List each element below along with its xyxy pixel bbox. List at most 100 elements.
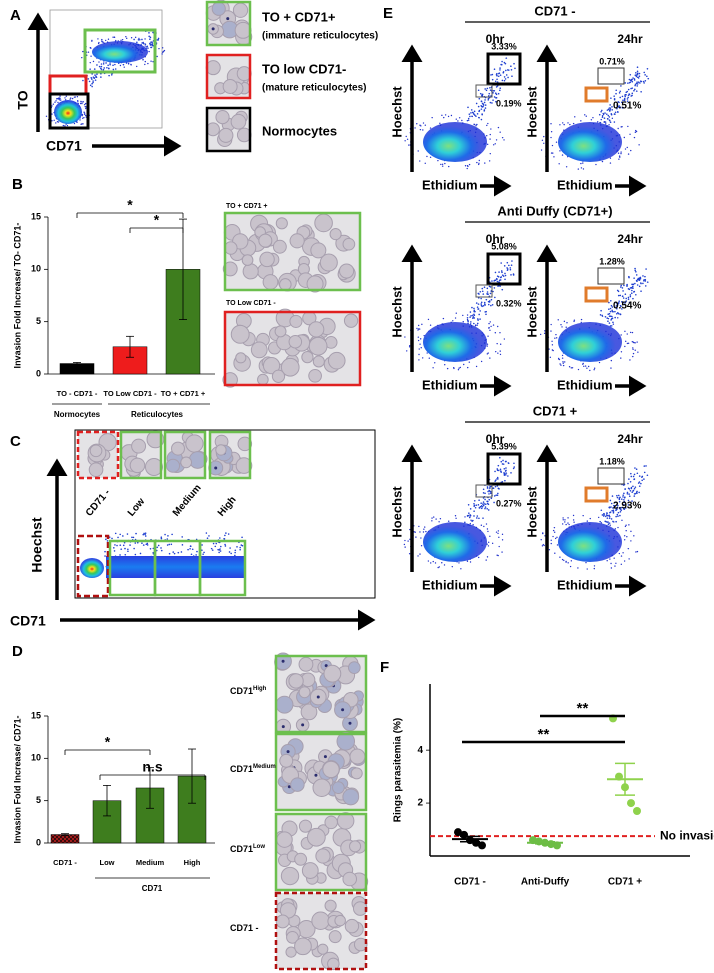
event-dot (485, 523, 488, 525)
event-dot (629, 294, 632, 296)
event-dot (477, 504, 480, 506)
event-dot (617, 526, 619, 529)
event-dot (632, 355, 634, 358)
event-dot (495, 100, 497, 103)
event-dot (84, 113, 86, 116)
event-dot (126, 37, 128, 40)
event-dot (570, 367, 572, 369)
event-dot (92, 60, 95, 63)
event-dot (420, 537, 422, 539)
event-dot (203, 551, 205, 554)
event-dot (482, 517, 484, 519)
event-dot (441, 114, 443, 117)
event-dot (100, 68, 103, 70)
y-tick-label: 0 (36, 368, 41, 378)
event-dot (504, 62, 507, 65)
micrograph (205, 0, 253, 47)
y-tick-label: 15 (31, 710, 41, 720)
event-dot (418, 328, 421, 330)
event-dot (114, 68, 117, 70)
event-dot (617, 152, 620, 154)
event-dot (149, 38, 151, 40)
cell (334, 914, 346, 927)
event-dot (617, 127, 619, 130)
event-dot (611, 109, 614, 111)
event-dot (168, 552, 171, 555)
event-dot (638, 72, 641, 75)
event-dot (582, 168, 585, 170)
event-dot (97, 38, 99, 40)
cell (235, 457, 253, 474)
event-dot (119, 64, 122, 67)
event-dot (498, 488, 500, 490)
event-dot (646, 75, 648, 78)
event-dot (82, 79, 84, 82)
event-dot (514, 67, 516, 70)
event-dot (624, 525, 627, 528)
event-dot (417, 555, 419, 557)
event-dot (600, 509, 603, 512)
event-dot (229, 547, 231, 549)
micrograph-frame (76, 430, 120, 480)
event-dot (484, 162, 486, 164)
event-dot (630, 149, 632, 152)
event-dot (485, 559, 487, 561)
event-dot (478, 499, 480, 501)
event-dot (491, 280, 493, 282)
event-dot (619, 514, 621, 517)
event-dot (626, 492, 629, 495)
event-dot (636, 70, 639, 73)
event-dot (495, 93, 498, 96)
cell (300, 703, 318, 721)
event-dot (191, 548, 194, 551)
event-dot (493, 495, 496, 497)
event-dot (506, 261, 509, 264)
event-dot (494, 470, 496, 473)
cell (308, 368, 322, 383)
event-dot (74, 96, 77, 98)
event-dot (510, 472, 512, 474)
event-dot (77, 99, 79, 102)
event-dot (457, 120, 459, 122)
event-dot (501, 463, 504, 465)
event-dot (469, 323, 472, 325)
micrograph (274, 652, 368, 735)
event-dot (614, 565, 616, 567)
event-dot (620, 498, 623, 500)
event-dot (496, 554, 498, 556)
event-dot (587, 365, 590, 368)
event-dot (623, 560, 626, 562)
event-dot (552, 529, 555, 532)
event-dot (609, 558, 611, 560)
event-dot (593, 367, 596, 369)
parasite (323, 755, 327, 759)
gate-percent: 1.18% (599, 456, 625, 466)
event-dot (428, 357, 430, 359)
event-dot (109, 62, 111, 64)
axis-label: Hoechst (524, 486, 539, 538)
event-dot (486, 353, 489, 355)
event-dot (556, 544, 559, 546)
event-dot (614, 310, 616, 313)
cell (88, 462, 104, 478)
event-dot (482, 304, 485, 307)
event-dot (102, 63, 105, 65)
event-dot (602, 112, 605, 115)
event-dot (583, 365, 585, 367)
event-dot (469, 508, 472, 510)
y-tick-label: 15 (31, 211, 41, 221)
event-dot (499, 67, 501, 69)
cell (298, 686, 311, 699)
event-dot (420, 346, 422, 349)
event-dot (487, 490, 489, 493)
event-dot (638, 279, 641, 281)
event-dot (132, 536, 135, 539)
event-dot (489, 292, 492, 295)
event-dot (564, 521, 566, 523)
event-dot (499, 69, 501, 71)
event-dot (627, 96, 629, 99)
event-dot (501, 79, 504, 82)
event-dot (499, 87, 502, 90)
event-dot (59, 95, 61, 97)
event-dot (450, 114, 453, 117)
